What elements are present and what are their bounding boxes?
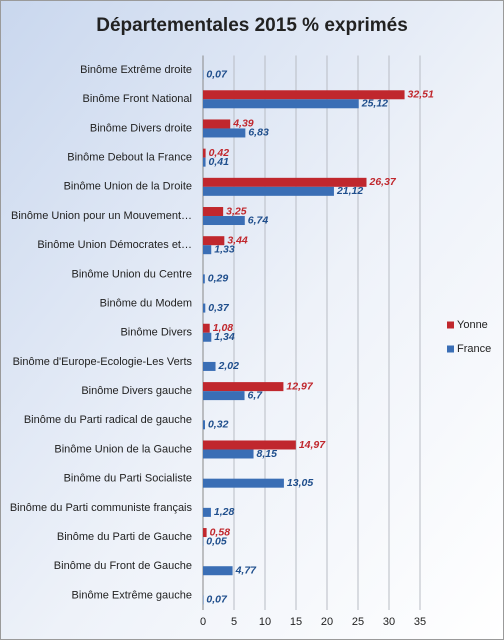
category-label: Binôme Union de la Droite (64, 181, 192, 193)
value-label: 0,37 (208, 302, 230, 314)
value-label: 14,97 (299, 439, 326, 451)
category-label: Binôme Divers (120, 327, 192, 339)
bar (203, 119, 231, 129)
bar (203, 420, 205, 430)
bar (203, 440, 296, 450)
category-label: Binôme Debout la France (67, 152, 192, 164)
x-tick-label: 5 (231, 616, 237, 628)
value-label: 26,37 (368, 176, 396, 188)
value-label: 12,97 (286, 380, 313, 392)
bar (203, 382, 284, 392)
bar (203, 157, 206, 167)
bar (203, 274, 205, 284)
bar (203, 236, 225, 246)
category-label: Binôme Divers gauche (81, 385, 192, 397)
category-label: Binôme du Front de Gauche (54, 560, 192, 572)
bar (203, 507, 211, 517)
bar (203, 449, 254, 459)
value-label: 0,32 (208, 419, 229, 431)
bar (203, 177, 367, 187)
category-label: Binôme Front National (83, 93, 192, 105)
category-label: Binôme Union du Centre (72, 268, 192, 280)
x-tick-label: 10 (259, 616, 271, 628)
bar (203, 323, 210, 333)
legend-swatch (447, 321, 454, 329)
category-label: Binôme Union Démocrates et… (37, 239, 192, 251)
value-label: 1,08 (213, 322, 234, 334)
value-label: 4,39 (232, 118, 254, 130)
x-tick-label: 35 (414, 616, 426, 628)
x-tick-label: 25 (352, 616, 364, 628)
category-label: Binôme Union pour un Mouvement… (11, 210, 192, 222)
value-label: 3,25 (226, 205, 247, 217)
value-label: 0,07 (206, 68, 228, 80)
value-label: 21,12 (336, 185, 363, 197)
bar (203, 99, 359, 109)
category-label: Binôme Extrême droite (80, 64, 192, 76)
legend-swatch (447, 345, 454, 353)
value-label: 1,33 (214, 243, 235, 255)
bar (203, 478, 284, 488)
category-label: Binôme Divers droite (90, 122, 192, 134)
bar (203, 216, 245, 226)
bar (203, 207, 224, 217)
bar (203, 148, 206, 158)
legend-label: France (457, 343, 491, 355)
category-label: Binôme Union de la Gauche (54, 443, 192, 455)
bar (203, 566, 233, 576)
value-label: 1,28 (214, 506, 235, 518)
category-label: Binôme d'Europe-Ecologie-Les Verts (13, 356, 193, 368)
value-label: 6,7 (248, 389, 264, 401)
bar (203, 90, 405, 100)
value-label: 1,34 (214, 331, 235, 343)
value-label: 6,74 (248, 214, 269, 226)
bar (203, 391, 245, 401)
category-label: Binôme Extrême gauche (72, 589, 192, 601)
bar (203, 128, 246, 138)
value-label: 0,29 (208, 273, 229, 285)
value-label: 0,41 (209, 156, 230, 168)
value-label: 25,12 (361, 98, 388, 110)
value-label: 8,15 (257, 448, 278, 460)
value-label: 32,51 (408, 89, 434, 101)
bar (203, 245, 212, 255)
bar (203, 361, 216, 371)
value-label: 4,77 (235, 565, 258, 577)
x-tick-label: 20 (321, 616, 333, 628)
value-label: 3,44 (227, 234, 248, 246)
value-label: 6,83 (248, 127, 269, 139)
value-label: 2,02 (218, 360, 240, 372)
x-tick-label: 0 (200, 616, 206, 628)
chart-title: Départementales 2015 % exprimés (96, 15, 408, 36)
legend-label: Yonne (457, 319, 488, 331)
x-tick-label: 15 (290, 616, 302, 628)
category-label: Binôme du Modem (100, 297, 192, 309)
bar (203, 528, 207, 538)
value-label: 0,42 (209, 147, 230, 159)
value-label: 0,58 (210, 526, 231, 538)
category-label: Binôme du Parti communiste français (10, 502, 193, 514)
value-label: 0,05 (206, 535, 227, 547)
bar (203, 186, 334, 196)
bar (203, 303, 206, 313)
x-tick-label: 30 (383, 616, 395, 628)
category-label: Binôme du Parti de Gauche (57, 531, 192, 543)
category-label: Binôme du Parti Socialiste (64, 473, 192, 485)
value-label: 0,07 (206, 594, 228, 606)
value-label: 13,05 (287, 477, 313, 489)
bar (203, 332, 212, 342)
category-label: Binôme du Parti radical de gauche (24, 414, 192, 426)
